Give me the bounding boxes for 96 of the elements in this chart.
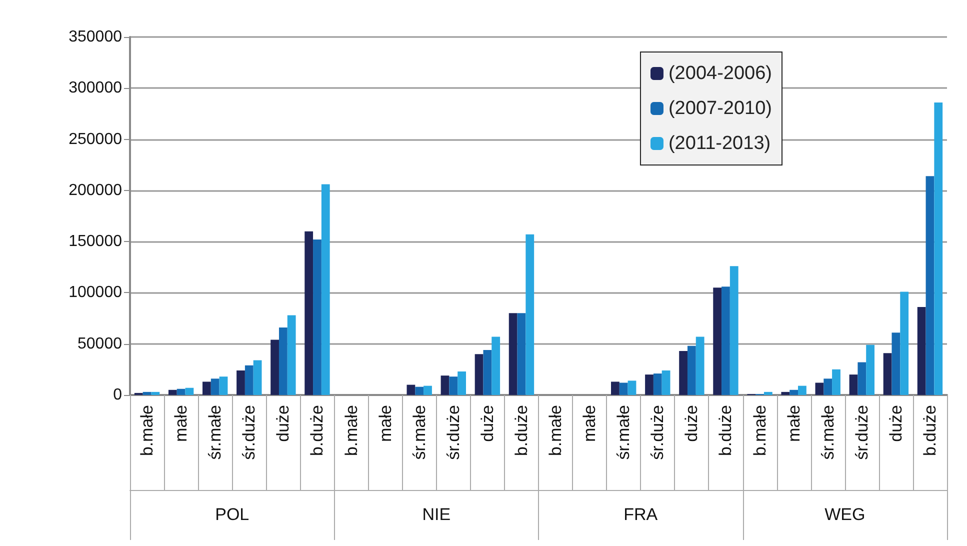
x-tick-label: b.małe	[546, 405, 566, 456]
bar	[815, 382, 824, 395]
bar	[449, 376, 458, 395]
bar	[210, 378, 220, 395]
y-tick-label: 200000	[68, 182, 122, 199]
bar	[253, 360, 262, 395]
bar	[858, 362, 866, 395]
bar	[492, 336, 500, 395]
bar	[168, 390, 177, 395]
bar	[764, 392, 772, 395]
legend-label: (2011-2013)	[668, 133, 771, 154]
text: NIE	[422, 505, 451, 524]
y-tick-label: 300000	[68, 80, 122, 97]
x-tick-label: b.duże	[512, 405, 531, 456]
x-tick-label: duże	[886, 405, 906, 442]
bar	[679, 351, 688, 395]
bar	[662, 370, 670, 395]
bar	[866, 344, 874, 395]
bar	[304, 231, 314, 395]
x-tick-label: śr.duże	[444, 405, 463, 460]
x-tick-label: b.małe	[138, 405, 157, 456]
bar	[696, 336, 704, 395]
x-tick-label: śr.małe	[614, 405, 634, 460]
x-tick-label: śr.małe	[410, 405, 429, 460]
bar	[185, 388, 194, 395]
y-tick-label: 250000	[68, 130, 122, 148]
bar	[611, 382, 620, 395]
bar	[440, 376, 450, 395]
bar	[270, 340, 279, 395]
x-tick-label: śr.małe	[818, 405, 838, 460]
bar	[176, 388, 186, 395]
bar	[713, 288, 722, 395]
x-tick-label: b.małe	[750, 405, 770, 456]
y-tick-label: 0	[113, 386, 122, 404]
bar	[517, 313, 526, 395]
bar	[619, 382, 628, 395]
bar	[628, 380, 636, 395]
bar	[415, 386, 424, 395]
x-tick-label: śr.duże	[240, 405, 259, 460]
bar	[236, 370, 245, 395]
text: POL	[215, 505, 250, 524]
x-tick-label: małe	[172, 405, 191, 442]
bar	[645, 374, 654, 395]
x-tick-label: małe	[580, 405, 600, 442]
x-tick-label: b.małe	[342, 405, 361, 456]
x-tick-label: małe	[376, 405, 395, 442]
text: WEG	[824, 505, 866, 524]
bar	[244, 365, 254, 395]
bar	[458, 371, 466, 395]
bar	[883, 353, 892, 395]
y-tick-label: 150000	[68, 233, 122, 250]
bar	[892, 332, 900, 395]
y-tick-label: 100000	[68, 284, 122, 302]
bar	[151, 392, 160, 395]
bar	[202, 382, 211, 395]
bar	[926, 176, 934, 395]
text: FRA	[624, 505, 658, 524]
x-tick-label: b.duże	[920, 405, 940, 456]
bar	[730, 266, 738, 395]
bar	[287, 315, 296, 395]
bar	[900, 292, 909, 395]
y-tick-label: 50000	[78, 335, 122, 352]
x-tick-label: śr.duże	[852, 405, 872, 460]
bar	[832, 369, 840, 395]
bar	[781, 392, 790, 395]
x-tick-label: duże	[274, 405, 293, 442]
bar	[313, 240, 322, 395]
bar	[849, 374, 858, 395]
bar	[917, 307, 926, 395]
bar	[798, 386, 806, 395]
bar	[483, 350, 492, 395]
bar	[653, 374, 662, 395]
bar	[142, 392, 152, 395]
bar	[321, 184, 330, 395]
x-tick-label: duże	[478, 405, 497, 442]
legend-label: (2007-2010)	[668, 98, 772, 119]
bar	[508, 313, 518, 395]
bar	[406, 384, 416, 395]
bar	[790, 390, 798, 395]
bar	[424, 386, 432, 395]
bar	[934, 102, 943, 395]
bar	[219, 376, 228, 395]
legend-label: (2004-2006)	[668, 63, 772, 84]
y-tick-label: 350000	[68, 28, 122, 46]
bar	[526, 234, 534, 395]
bar	[687, 346, 696, 395]
bar	[474, 354, 484, 395]
bar	[722, 286, 730, 395]
x-tick-label: małe	[784, 405, 804, 442]
x-tick-label: b.duże	[716, 405, 736, 456]
x-tick-label: b.duże	[308, 405, 327, 456]
x-tick-label: śr.duże	[648, 405, 668, 460]
x-tick-label: śr.małe	[206, 405, 225, 460]
bar	[824, 378, 832, 395]
x-tick-label: duże	[682, 405, 702, 442]
bar	[278, 327, 288, 395]
